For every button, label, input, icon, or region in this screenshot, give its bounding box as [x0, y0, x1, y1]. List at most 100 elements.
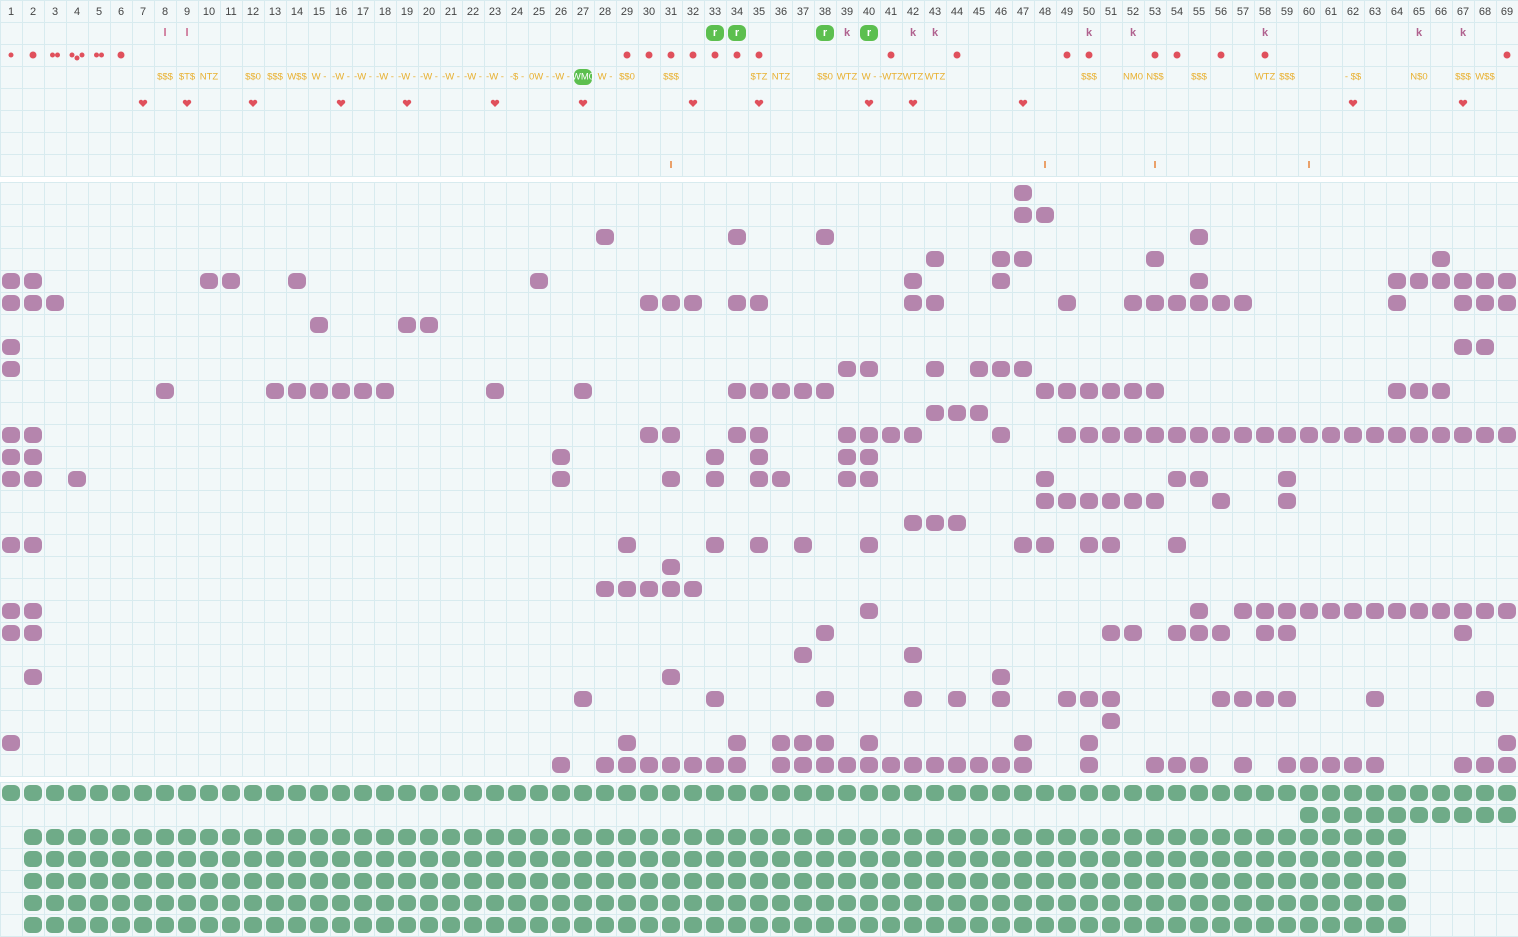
fill-cell	[948, 829, 966, 845]
column-number: 44	[951, 6, 963, 18]
note-cell	[970, 757, 988, 773]
column-number: 32	[687, 6, 699, 18]
note-cell	[1344, 603, 1362, 619]
heart-icon	[182, 99, 192, 107]
fill-cell	[1124, 895, 1142, 911]
note-cell	[200, 273, 218, 289]
note-cell	[706, 691, 724, 707]
fill-cell	[882, 917, 900, 933]
note-cell	[640, 757, 658, 773]
fill-cell	[1168, 895, 1186, 911]
note-cell	[376, 383, 394, 399]
fill-cell	[662, 895, 680, 911]
note-cell	[1256, 427, 1274, 443]
fill-cell	[882, 785, 900, 801]
fill-cell	[508, 873, 526, 889]
fill-cell	[552, 895, 570, 911]
fill-cell	[816, 895, 834, 911]
note-cell	[1146, 427, 1164, 443]
fill-cell	[178, 785, 196, 801]
column-number: 66	[1435, 6, 1447, 18]
heart-icon	[336, 99, 346, 107]
fill-cell	[486, 873, 504, 889]
fill-cell	[420, 829, 438, 845]
fill-cell	[860, 785, 878, 801]
note-cell	[706, 449, 724, 465]
fill-cell	[1366, 829, 1384, 845]
lane-code: WTZ	[925, 72, 946, 83]
fill-cell	[1344, 785, 1362, 801]
fill-cell	[288, 917, 306, 933]
fill-cell	[486, 895, 504, 911]
fill-cell	[1014, 829, 1032, 845]
note-cell	[552, 471, 570, 487]
fill-cell	[1146, 917, 1164, 933]
lane-letter: l	[163, 27, 166, 39]
fill-cell	[1168, 829, 1186, 845]
fill-cell	[816, 785, 834, 801]
fill-cell	[970, 851, 988, 867]
fill-cell	[684, 785, 702, 801]
lane-code: $$$	[1455, 72, 1472, 83]
column-number: 15	[313, 6, 325, 18]
fill-cell	[1014, 895, 1032, 911]
note-cell	[1454, 339, 1472, 355]
note-cell	[596, 757, 614, 773]
fill-cell	[992, 851, 1010, 867]
fill-cell	[1366, 917, 1384, 933]
fill-cell	[816, 829, 834, 845]
fill-cell	[222, 917, 240, 933]
note-cell	[1476, 757, 1494, 773]
note-cell	[1234, 757, 1252, 773]
fill-cell	[46, 851, 64, 867]
fill-cell	[244, 829, 262, 845]
column-number: 52	[1127, 6, 1139, 18]
fill-cell	[1036, 785, 1054, 801]
fill-cell	[398, 829, 416, 845]
note-cell	[772, 735, 790, 751]
heart-icon	[688, 99, 698, 107]
fill-cell	[794, 851, 812, 867]
note-cell	[1190, 273, 1208, 289]
note-cell	[1410, 383, 1428, 399]
column-number: 38	[819, 6, 831, 18]
fill-cell	[1058, 851, 1076, 867]
content: 1 2 3 4 5 6 7 8 9 10 11 12 13 14 15 16 17 18 19 20 21 22 23 24 2…	[2, 6, 1516, 933]
fill-cell	[508, 917, 526, 933]
note-cell	[1278, 493, 1296, 509]
fill-cell	[1256, 829, 1274, 845]
dot-icon	[117, 51, 125, 59]
fill-cell	[596, 785, 614, 801]
fill-cell	[750, 785, 768, 801]
fill-cell	[838, 873, 856, 889]
fill-cell	[24, 829, 42, 845]
heart-icon	[1458, 99, 1468, 107]
heart-icon	[908, 99, 918, 107]
note-cell	[816, 229, 834, 245]
fill-cell	[1080, 917, 1098, 933]
fill-cell	[1278, 917, 1296, 933]
fill-cell	[1058, 785, 1076, 801]
fill-cell	[376, 895, 394, 911]
lane-letter: r	[713, 27, 718, 39]
note-cell	[1146, 383, 1164, 399]
fill-cell	[376, 873, 394, 889]
note-cell	[1014, 251, 1032, 267]
column-number: 64	[1391, 6, 1403, 18]
column-number: 5	[96, 6, 102, 18]
note-cell	[992, 757, 1010, 773]
fill-cell	[156, 829, 174, 845]
note-cell	[750, 537, 768, 553]
fill-cell	[1146, 829, 1164, 845]
lane-code: $$$	[267, 72, 284, 83]
fill-cell	[1212, 851, 1230, 867]
column-number: 43	[929, 6, 941, 18]
fill-cell	[1080, 895, 1098, 911]
column-number: 46	[995, 6, 1007, 18]
fill-cell	[1476, 807, 1494, 823]
column-number: 45	[973, 6, 985, 18]
note-cell	[662, 559, 680, 575]
column-number: 30	[643, 6, 655, 18]
note-cell	[684, 295, 702, 311]
fill-cell	[1322, 851, 1340, 867]
